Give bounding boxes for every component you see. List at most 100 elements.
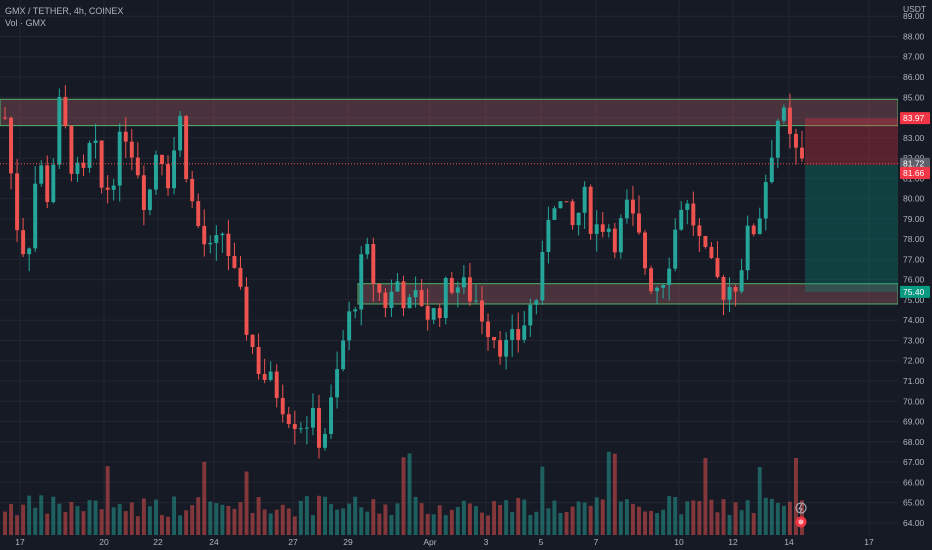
symbol-title[interactable]: GMX / TETHER, 4h, COINEX (5, 6, 124, 16)
candle-body (715, 257, 720, 277)
volume-bar (323, 496, 327, 535)
candle-body (202, 225, 207, 245)
candle-body (522, 325, 527, 340)
volume-bar (443, 515, 448, 535)
candle-body (63, 97, 68, 126)
candle-body (21, 230, 26, 255)
candle-body (190, 178, 195, 202)
candle-body (480, 300, 484, 322)
volume-bar (516, 497, 521, 535)
candle-body (673, 229, 678, 269)
candle-body (196, 201, 201, 226)
candle-body (365, 244, 370, 255)
volume-bar (359, 507, 364, 535)
candle-body (769, 157, 774, 183)
short-position-tool[interactable] (805, 118, 898, 292)
event-icons[interactable] (795, 502, 807, 528)
candle-body (347, 311, 352, 341)
time-axis[interactable]: 17 20 22 24 27 29 Apr 3 5 7 10 12 14 17 (15, 537, 874, 547)
volume-bar (166, 516, 170, 535)
candle-body (172, 150, 177, 189)
volume-bar (15, 515, 20, 535)
volume-bar (304, 496, 309, 535)
volume-bar (190, 505, 195, 535)
candle-body (383, 292, 388, 308)
price-zone[interactable] (0, 98, 899, 127)
y-tick-label: 74.00 (903, 315, 925, 325)
grid-lines (0, 0, 898, 535)
price-axis-background[interactable] (898, 0, 932, 550)
volume-bar (51, 496, 56, 535)
volume-bar (292, 516, 297, 535)
candle-body (612, 228, 617, 253)
x-tick-label: 7 (594, 537, 599, 547)
candle-body (467, 277, 472, 302)
candle-body (111, 185, 116, 190)
candle-body (178, 116, 183, 151)
y-tick-label: 72.00 (903, 356, 925, 366)
candle-body (135, 157, 140, 176)
x-tick-label: 20 (99, 537, 109, 547)
volume-bar (365, 511, 370, 535)
volume-bar (105, 466, 110, 535)
earnings-icon-inner (798, 519, 804, 525)
candle-body (455, 287, 460, 293)
candle-body (703, 235, 708, 247)
volume-bar (27, 495, 32, 535)
candle-body (516, 329, 521, 340)
price-label-text: 81.66 (903, 168, 925, 178)
x-tick-label: 17 (864, 537, 874, 547)
candle-body (329, 397, 334, 434)
price-axis[interactable]: USDT 64.00 65.00 66.00 67.00 68.00 69.00 70.00 7… (903, 4, 926, 528)
volume-bar (383, 504, 388, 535)
volume-bar (117, 504, 122, 535)
volume-bar (745, 500, 750, 535)
y-tick-label: 87.00 (903, 52, 925, 62)
volume-bar (618, 501, 623, 535)
take-profit-area[interactable] (805, 164, 898, 292)
volume-bar (184, 510, 189, 535)
candle-body (643, 232, 647, 269)
volume-bar (353, 496, 358, 535)
candle-body (69, 125, 74, 174)
candle-body (147, 189, 152, 211)
volume-bar (691, 500, 696, 535)
candle-body (292, 424, 297, 429)
y-tick-label: 85.00 (903, 92, 925, 102)
candle-body (588, 186, 593, 234)
y-tick-label: 73.00 (903, 335, 925, 345)
candle-body (431, 308, 436, 320)
volume-bar (552, 500, 557, 535)
volume-bar (9, 504, 14, 535)
volume-bar (214, 503, 219, 535)
candles (3, 85, 804, 459)
candle-body (238, 267, 243, 287)
candle-body (594, 224, 599, 234)
volume-bar (39, 495, 44, 535)
volume-bar (244, 471, 249, 535)
candle-body (280, 398, 285, 415)
stop-loss-area[interactable] (805, 118, 898, 165)
y-tick-label: 69.00 (903, 417, 925, 427)
volume-title[interactable]: Vol · GMX (5, 18, 47, 28)
volume-bar (540, 466, 545, 535)
candle-body (401, 281, 406, 309)
candle-body (208, 242, 213, 245)
flash-icon[interactable] (795, 502, 807, 514)
candle-body (341, 340, 346, 370)
volume-bar (371, 499, 376, 535)
candle-body (570, 201, 575, 226)
candle-body (606, 228, 611, 232)
candle-body (353, 309, 358, 312)
volume-bar (111, 507, 116, 535)
candle-body (262, 373, 267, 380)
volume-bar (564, 512, 569, 535)
candle-body (268, 371, 273, 380)
candle-body (775, 120, 780, 158)
candle-body (15, 173, 20, 231)
price-zones[interactable] (0, 98, 899, 305)
candle-body (492, 336, 497, 341)
candle-body (637, 213, 641, 233)
y-tick-label: 68.00 (903, 437, 925, 447)
